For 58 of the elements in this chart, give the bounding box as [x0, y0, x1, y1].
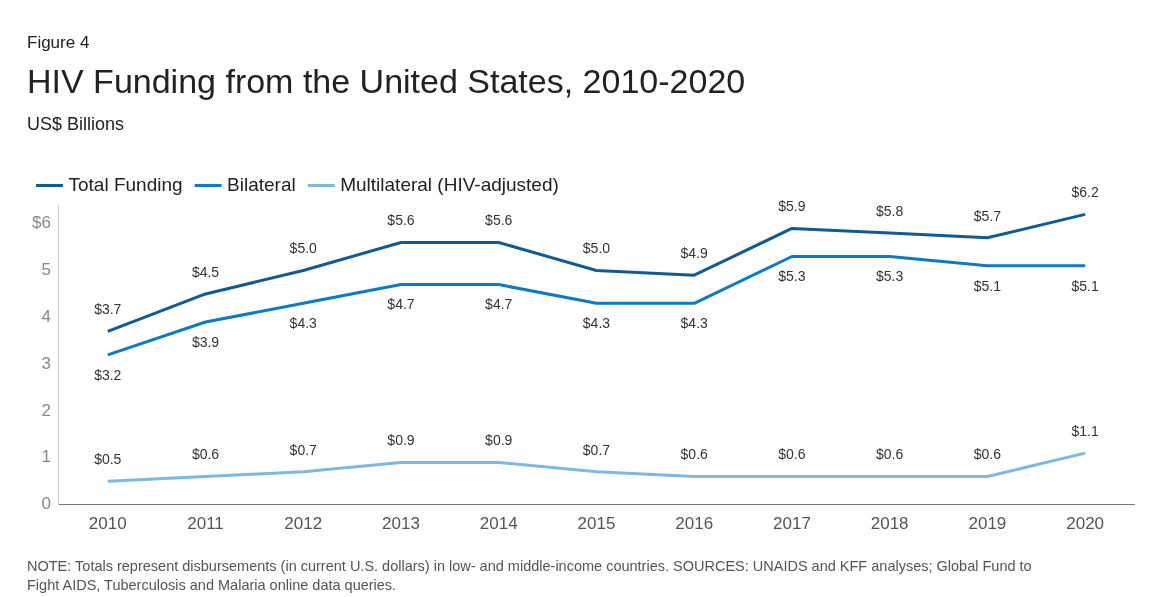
data-label: $3.2 — [94, 366, 122, 383]
data-label: $0.7 — [289, 441, 318, 458]
data-label: $1.1 — [1071, 422, 1099, 439]
chart-subtitle: US$ Billions — [27, 114, 125, 135]
data-label: $4.5 — [191, 263, 220, 280]
x-tick-label: 2011 — [187, 514, 224, 534]
data-label: $5.7 — [973, 207, 1002, 224]
data-label: $0.9 — [387, 432, 415, 449]
x-tick-label: 2015 — [577, 514, 616, 534]
text: NOTE: Totals represent disbursements (in current U.S. dollars) in low- and middle-income countries. SOURCES: UNAIDS and KFF analyses; Global Fund to Fight AIDS, Tuberculosis and Malaria online data queries. — [27, 557, 1033, 595]
data-label: $0.7 — [582, 441, 611, 458]
y-tick-label: $6 — [31, 213, 51, 233]
data-label: $0.6 — [973, 446, 1002, 463]
data-label: $0.6 — [778, 446, 806, 463]
data-label: $5.1 — [973, 277, 1002, 294]
x-tick-label: 2017 — [773, 514, 811, 534]
data-label: $0.6 — [191, 446, 220, 463]
data-label: $3.9 — [191, 333, 220, 350]
data-label: $4.3 — [582, 315, 611, 332]
y-tick-label: 3 — [41, 353, 51, 373]
data-label: $5.8 — [876, 202, 904, 219]
x-tick-label: 2013 — [382, 514, 420, 534]
legend-label: Total Funding — [68, 173, 183, 195]
data-label: $5.6 — [485, 212, 513, 229]
data-label: $5.3 — [876, 268, 904, 285]
data-label: $5.9 — [778, 198, 806, 215]
data-label: $0.5 — [94, 451, 122, 468]
data-label: $5.6 — [387, 212, 415, 229]
x-tick-label: 2016 — [675, 514, 714, 534]
data-label: $4.3 — [680, 315, 709, 332]
data-label: $5.1 — [1071, 277, 1099, 294]
data-label: $4.3 — [289, 315, 318, 332]
data-label: $6.2 — [1071, 184, 1099, 201]
x-tick-label: 2018 — [870, 514, 909, 534]
x-tick-label: 2010 — [88, 514, 127, 534]
data-label: $0.6 — [876, 446, 904, 463]
x-tick-label: 2020 — [1066, 514, 1105, 534]
x-tick-label: 2014 — [479, 514, 518, 534]
x-tick-label: 2019 — [968, 514, 1007, 534]
y-tick-label: 5 — [41, 260, 51, 280]
chart-title: HIV Funding from the United States, 2010-2020 — [27, 62, 746, 101]
data-label: $5.3 — [778, 268, 806, 285]
data-label: $0.6 — [680, 446, 709, 463]
legend-label: Multilateral (HIV-adjusted) — [340, 173, 559, 195]
legend-label: Bilateral — [227, 173, 296, 195]
data-label: $0.9 — [485, 432, 513, 449]
data-label: $4.7 — [485, 296, 513, 313]
data-label: $5.0 — [289, 240, 318, 257]
y-tick-label: 1 — [41, 447, 51, 467]
y-tick-label: 4 — [41, 307, 51, 327]
data-label: $4.9 — [680, 245, 709, 262]
data-label: $5.0 — [582, 240, 611, 257]
x-tick-label: 2012 — [284, 514, 323, 534]
data-label: $3.7 — [94, 301, 122, 318]
caption: Figure 4 — [27, 33, 90, 53]
y-tick-label: 2 — [41, 400, 51, 420]
data-label: $4.7 — [387, 296, 415, 313]
y-tick-label: 0 — [41, 494, 51, 514]
